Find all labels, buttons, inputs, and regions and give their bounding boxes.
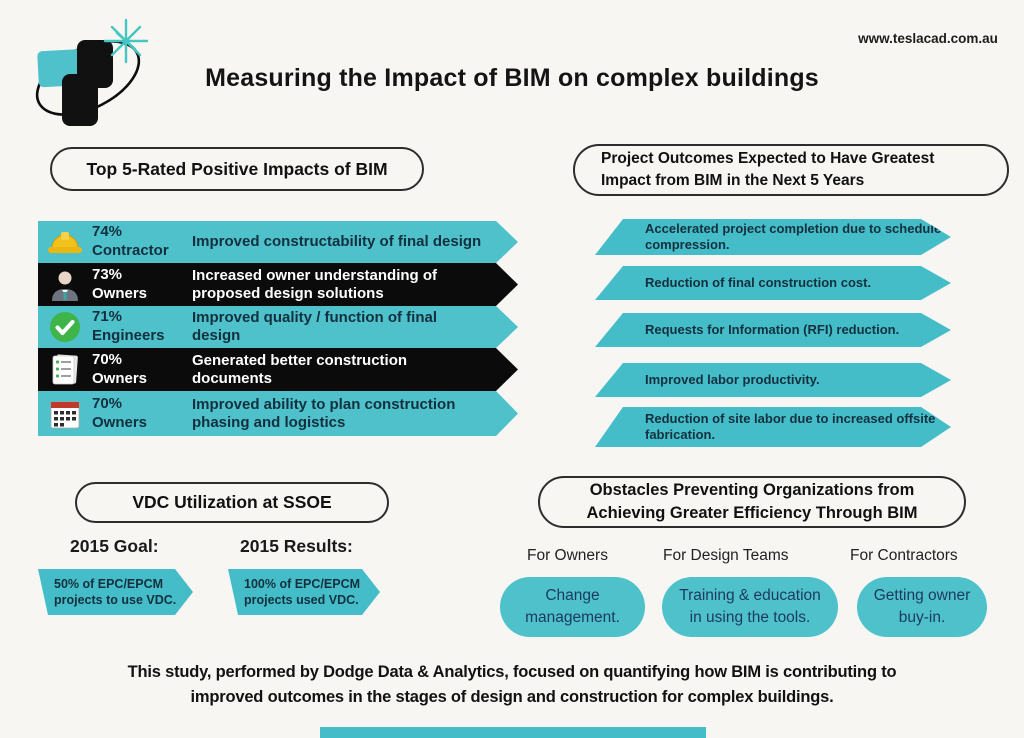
impact-stat: 73% Owners bbox=[92, 266, 192, 304]
impact-stat: 74% Contractor bbox=[92, 223, 192, 261]
footer-study-line1: This study, performed by Dodge Data & An… bbox=[127, 663, 897, 681]
impact-percent: 71% bbox=[92, 308, 123, 326]
vdc-results-label: 2015 Results: bbox=[240, 536, 353, 556]
impact-percent: 70% bbox=[92, 394, 123, 412]
obstacles-col-label-contractors: For Contractors bbox=[850, 547, 958, 564]
heading-line: Achieving Greater Efficiency Through BIM bbox=[586, 504, 918, 522]
impact-percent: 73% bbox=[92, 265, 123, 283]
website-url: www.teslacad.com.au bbox=[858, 31, 998, 46]
vdc-goal-label: 2015 Goal: bbox=[70, 536, 159, 556]
check-icon bbox=[38, 311, 92, 343]
bottom-accent-bar bbox=[320, 727, 706, 738]
top-impacts-list: 74% Contractor Improved constructability… bbox=[38, 221, 518, 436]
obstacle-pill-contractors: Getting owner buy-in. bbox=[857, 577, 987, 637]
heading-line: Impact from BIM in the Next 5 Years bbox=[601, 172, 865, 189]
project-outcomes-heading: Project Outcomes Expected to Have Greate… bbox=[573, 144, 1009, 196]
impact-text: Increased owner understanding of propose… bbox=[192, 266, 438, 302]
impact-row: 74% Contractor Improved constructability… bbox=[38, 221, 518, 263]
logo-starburst-icon bbox=[103, 18, 149, 64]
impact-group: Contractor bbox=[92, 242, 169, 259]
outcome-arrow: Accelerated project completion due to sc… bbox=[595, 219, 951, 255]
impact-row: 73% Owners Increased owner understanding… bbox=[38, 263, 518, 306]
impact-row: 71% Engineers Improved quality / functio… bbox=[38, 306, 518, 348]
outcome-arrow: Improved labor productivity. bbox=[595, 363, 951, 397]
impact-row: 70% Owners Improved ability to plan cons… bbox=[38, 391, 518, 436]
outcome-arrow: Reduction of final construction cost. bbox=[595, 266, 951, 300]
impact-group: Owners bbox=[92, 284, 148, 302]
obstacles-heading: Obstacles Preventing Organizations from … bbox=[538, 476, 966, 528]
person-icon bbox=[38, 269, 92, 301]
logo-black-block-bottom bbox=[62, 74, 98, 126]
obstacles-col-label-design-teams: For Design Teams bbox=[663, 547, 789, 564]
documents-icon bbox=[38, 353, 92, 387]
vdc-heading: VDC Utilization at SSOE bbox=[75, 482, 389, 523]
page-title: Measuring the Impact of BIM on complex b… bbox=[205, 64, 819, 92]
impact-percent: 74% bbox=[92, 223, 123, 241]
impact-text: Improved quality / function of final des… bbox=[192, 309, 438, 344]
vdc-results-arrow: 100% of EPC/EPCM projects used VDC. bbox=[228, 569, 380, 615]
impact-stat: 71% Engineers bbox=[92, 308, 192, 346]
footer-study-line2: improved outcomes in the stages of desig… bbox=[190, 688, 834, 706]
impact-text: Generated better construction documents bbox=[192, 351, 408, 387]
impact-row: 70% Owners Generated better construction… bbox=[38, 348, 518, 391]
vdc-goal-arrow: 50% of EPC/EPCM projects to use VDC. bbox=[38, 569, 193, 615]
outcome-arrow: Reduction of site labor due to increased… bbox=[595, 407, 951, 447]
outcome-arrow: Requests for Information (RFI) reduction… bbox=[595, 313, 951, 347]
obstacles-col-label-owners: For Owners bbox=[527, 547, 608, 564]
impact-group: Owners bbox=[92, 369, 148, 387]
heading-line: Project Outcomes Expected to Have Greate… bbox=[601, 149, 935, 167]
impact-stat: 70% Owners bbox=[92, 351, 192, 389]
logo-graphic bbox=[35, 18, 149, 126]
impact-group: Engineers bbox=[92, 327, 165, 344]
impact-text: Improved ability to plan construction ph… bbox=[192, 395, 456, 431]
teslacad-logo bbox=[22, 10, 162, 128]
impact-group: Owners bbox=[92, 413, 148, 431]
impact-percent: 70% bbox=[92, 350, 123, 368]
heading-line: Obstacles Preventing Organizations from bbox=[589, 480, 915, 499]
hard-hat-icon bbox=[38, 228, 92, 256]
obstacle-pill-owners: Change management. bbox=[500, 577, 645, 637]
top-impacts-heading: Top 5-Rated Positive Impacts of BIM bbox=[50, 147, 424, 191]
impact-text: Improved constructability of final desig… bbox=[192, 233, 482, 250]
obstacle-pill-design-teams: Training & education in using the tools. bbox=[662, 577, 838, 637]
calendar-icon bbox=[38, 398, 92, 430]
impact-stat: 70% Owners bbox=[92, 395, 192, 433]
